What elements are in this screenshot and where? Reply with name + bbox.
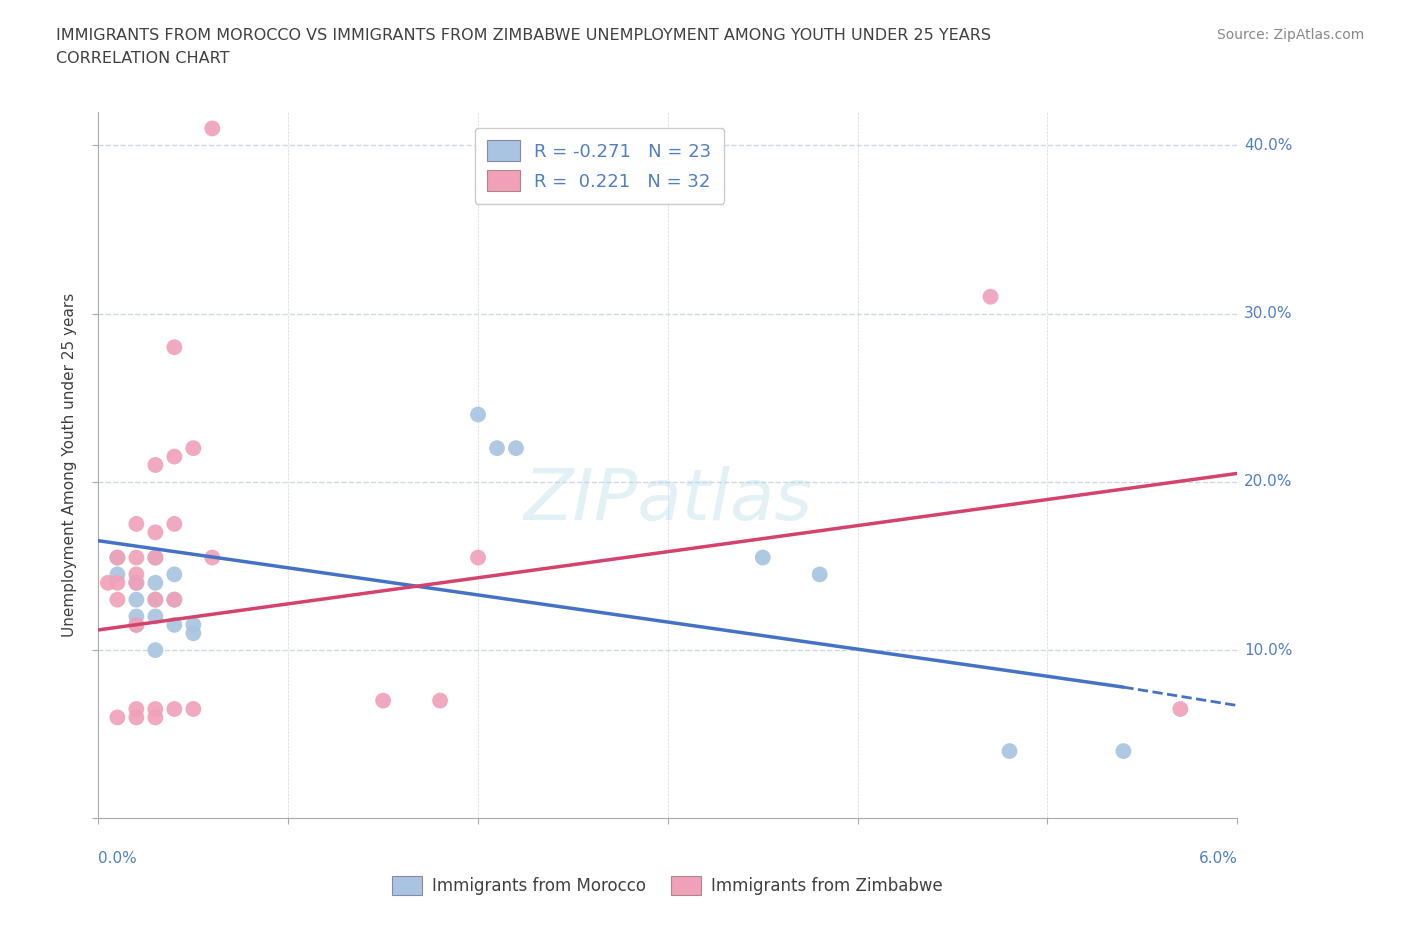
Point [145,576,167,591]
Text: 20.0%: 20.0% [1244,474,1292,489]
Legend: Immigrants from Morocco, Immigrants from Zimbabwe: Immigrants from Morocco, Immigrants from… [385,870,950,902]
Text: 30.0%: 30.0% [1244,306,1292,321]
Point [486,441,509,456]
Point [125,618,148,632]
Point [505,441,527,456]
Point [145,458,167,472]
Point [998,744,1021,759]
Point [107,567,129,582]
Text: Source: ZipAtlas.com: Source: ZipAtlas.com [1216,28,1364,42]
Point [107,551,129,565]
Point [163,592,186,607]
Point [183,441,205,456]
Point [145,592,167,607]
Y-axis label: Unemployment Among Youth under 25 years: Unemployment Among Youth under 25 years [62,293,77,637]
Point [808,567,831,582]
Point [163,516,186,531]
Text: 10.0%: 10.0% [1244,643,1292,658]
Point [163,618,186,632]
Point [97,576,120,591]
Point [183,618,205,632]
Text: ZIPatlas: ZIPatlas [523,466,813,535]
Point [467,551,489,565]
Point [107,551,129,565]
Point [125,576,148,591]
Point [125,701,148,716]
Point [371,693,394,708]
Text: 6.0%: 6.0% [1198,851,1237,866]
Point [163,567,186,582]
Point [183,701,205,716]
Text: 0.0%: 0.0% [98,851,138,866]
Point [163,701,186,716]
Point [467,407,489,422]
Point [145,592,167,607]
Point [163,339,186,354]
Point [145,701,167,716]
Point [107,592,129,607]
Point [201,551,224,565]
Point [145,551,167,565]
Text: IMMIGRANTS FROM MOROCCO VS IMMIGRANTS FROM ZIMBABWE UNEMPLOYMENT AMONG YOUTH UND: IMMIGRANTS FROM MOROCCO VS IMMIGRANTS FR… [56,28,991,43]
Text: CORRELATION CHART: CORRELATION CHART [56,51,229,66]
Point [125,618,148,632]
Point [163,592,186,607]
Point [163,449,186,464]
Point [201,121,224,136]
Point [125,551,148,565]
Point [107,710,129,724]
Point [980,289,1002,304]
Text: 40.0%: 40.0% [1244,138,1292,153]
Point [107,576,129,591]
Point [145,710,167,724]
Point [125,592,148,607]
Point [125,567,148,582]
Point [145,525,167,539]
Point [125,576,148,591]
Point [752,551,775,565]
Point [145,551,167,565]
Point [125,516,148,531]
Point [125,710,148,724]
Point [429,693,451,708]
Point [183,626,205,641]
Point [1170,701,1192,716]
Point [1112,744,1135,759]
Point [145,643,167,658]
Point [125,609,148,624]
Point [145,609,167,624]
